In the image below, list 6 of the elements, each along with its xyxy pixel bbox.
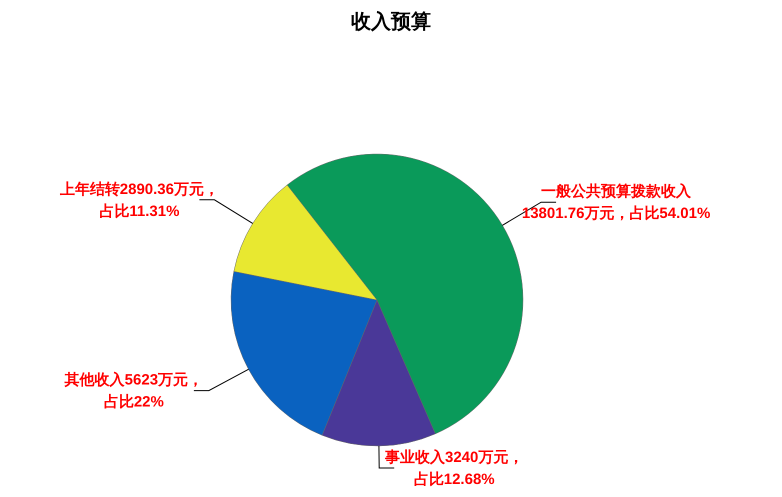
chart-title: 收入预算 xyxy=(350,10,432,35)
slice-label: 事业收入3240万元，占比12.68% xyxy=(384,448,524,488)
slice-label: 其他收入5623万元，占比22% xyxy=(64,372,204,411)
slice-label: 一般公共预算拨款收入 xyxy=(541,183,692,200)
slice-label: 上年结转2890.36万元，占比11.31% xyxy=(58,180,220,220)
data-label: 13801.76万元，占比54.01% xyxy=(522,205,710,222)
